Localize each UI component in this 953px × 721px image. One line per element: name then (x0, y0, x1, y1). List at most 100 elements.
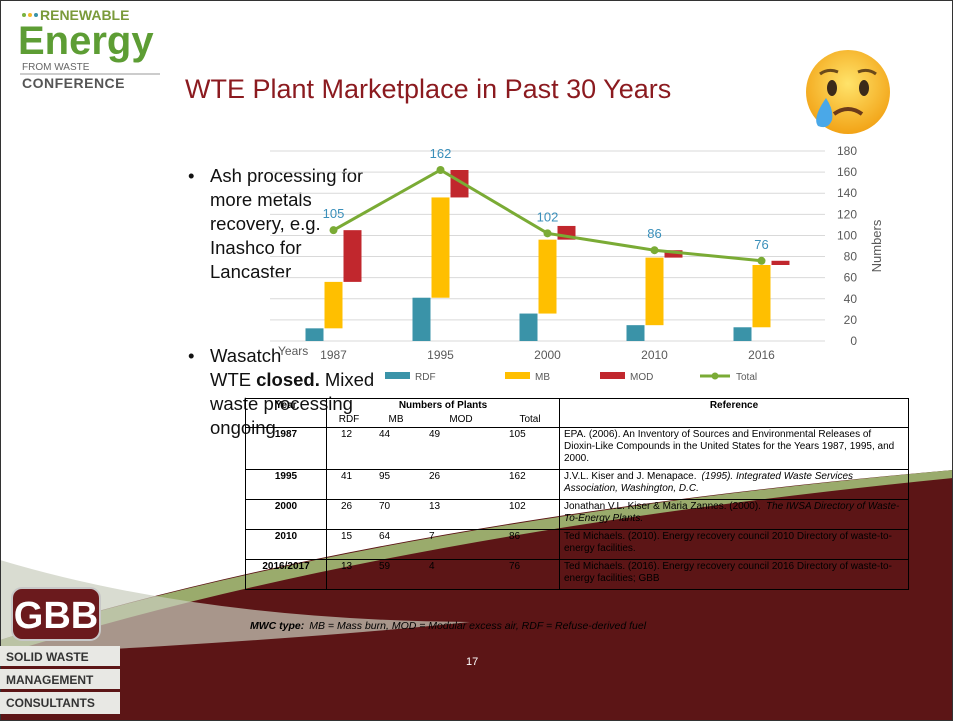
text-segment: (1995). Integrated Waste Services Associ… (564, 471, 854, 494)
bullet: Ash processing for more metals recovery,… (188, 164, 370, 284)
table-subheader-row: RDF MB MOD Total (246, 413, 909, 428)
table-cell: 49 (421, 427, 501, 470)
x-tick-label: 2016 (748, 348, 775, 362)
table-cell: Ted Michaels. (2016). Energy recovery co… (559, 559, 909, 590)
text-segment: The IWSA Directory of Waste-To-Energy Pl… (564, 501, 900, 524)
table-cell: 2000 (245, 499, 327, 530)
table-row: 2000 26 70 13 102 Jonathan V.L. Kiser & Maria… (245, 499, 909, 530)
text-segment: MB = Mass burn, MOD = Modular excess air… (309, 620, 647, 632)
table-subheader: RDF (326, 413, 371, 428)
table-row: 2010 15 64 7 86 Ted Michaels. (2010). Energy … (245, 529, 909, 560)
table-subheader: Total (501, 413, 560, 428)
emoji-eye (827, 80, 837, 96)
bar (519, 313, 538, 341)
x-axis-label: Years (278, 344, 308, 358)
data-table: Year Numbers of Plants Reference RDF MB MOD To… (245, 398, 909, 590)
table-row: 1987 12 44 49 105 EPA. (2006). An Inventory o… (245, 427, 909, 470)
gbb-line-box (0, 646, 120, 666)
gbb-mark: GBB (14, 595, 98, 637)
bar (645, 257, 664, 326)
table-subheader: MB (371, 413, 421, 428)
table-cell: 26 (326, 499, 371, 530)
table-cell: Ted Michaels. (2010). Energy recovery co… (559, 529, 909, 560)
data-label: 86 (647, 226, 661, 241)
bar (412, 297, 431, 341)
bar (431, 197, 450, 298)
table-header: Year (245, 398, 327, 428)
table-cell: 162 (501, 469, 560, 500)
table-header: Numbers of Plants (326, 398, 560, 413)
bar (733, 327, 752, 341)
table-cell: 44 (371, 427, 421, 470)
y-tick-label: 120 (837, 207, 857, 221)
legend-label: MOD (630, 372, 653, 383)
bar (343, 230, 362, 282)
legend-label: Total (736, 372, 757, 383)
x-tick-label: 1987 (320, 348, 347, 362)
table-cell: 70 (371, 499, 421, 530)
gbb-line-box (0, 669, 120, 689)
legend-swatch (711, 372, 719, 380)
y-tick-label: 40 (844, 292, 858, 306)
text-segment: MWC type: (250, 620, 305, 632)
logo-line: FROM WASTE (22, 62, 90, 73)
gbb-line: CONSULTANTS (6, 696, 95, 710)
bar (771, 260, 790, 265)
line-marker (329, 226, 338, 235)
logo-line: RENEWABLE (40, 7, 129, 23)
swoosh-light (0, 560, 470, 655)
table-cell: 12 (326, 427, 371, 470)
table-cell: 105 (501, 427, 560, 470)
x-tick-label: 1995 (427, 348, 454, 362)
table-cell: 1995 (245, 469, 327, 500)
y-tick-label: 100 (837, 228, 857, 242)
emoji-tear (816, 98, 833, 128)
table-cell: 102 (501, 499, 560, 530)
table-cell: 7 (421, 529, 501, 560)
y-tick-label: 60 (844, 271, 858, 285)
table-header: Reference (559, 398, 909, 428)
table-cell: 64 (371, 529, 421, 560)
gbb-mark-box (11, 587, 101, 641)
emoji-eye (859, 80, 869, 96)
legend-swatch (505, 372, 530, 379)
data-label: 76 (754, 237, 768, 252)
emoji-mouth (832, 107, 864, 116)
table-cell: J.V.L. Kiser and J. Menapace. (1995). Int… (559, 469, 909, 500)
table-cell: 13 (326, 559, 371, 590)
table-cell: 1987 (245, 427, 327, 470)
data-label: 105 (323, 206, 345, 221)
logo-dot (28, 13, 32, 17)
footnote: MWC type: MB = Mass burn, MOD = Modular e… (250, 620, 646, 632)
text-segment: Jonathan V.L. Kiser & Maria Zannes. (200… (564, 501, 761, 512)
text-segment: closed. (256, 369, 320, 390)
emoji-brow (819, 68, 839, 76)
table-cell: 26 (421, 469, 501, 500)
table-cell: EPA. (2006). An Inventory of Sources and… (559, 427, 909, 470)
bar (626, 325, 645, 341)
table-subheader: MOD (421, 413, 501, 428)
y-tick-label: 160 (837, 165, 857, 179)
table-cell: 95 (371, 469, 421, 500)
table-cell: 2016/2017 (245, 559, 327, 590)
line-marker (757, 256, 766, 265)
text-segment: EPA. (2006). An Inventory of Sources and… (564, 429, 895, 464)
table-cell: 13 (421, 499, 501, 530)
legend-swatch (600, 372, 625, 379)
text-segment: J.V.L. Kiser and J. Menapace. (564, 471, 697, 482)
page-number: 17 (466, 656, 479, 668)
table-cell: Jonathan V.L. Kiser & Maria Zannes. (200… (559, 499, 909, 530)
y-tick-label: 180 (837, 144, 857, 158)
y-axis-label: Numbers (869, 219, 884, 272)
logo-line: CONFERENCE (22, 75, 125, 91)
table-header-row: Year Numbers of Plants Reference (245, 398, 909, 428)
text-segment: Ted Michaels. (2016). Energy recovery co… (564, 561, 892, 584)
table-cell: 59 (371, 559, 421, 590)
logo-dot (34, 13, 38, 17)
bar (305, 328, 324, 341)
legend-label: MB (535, 372, 550, 383)
data-label: 162 (430, 146, 452, 161)
legend-swatch (385, 372, 410, 379)
